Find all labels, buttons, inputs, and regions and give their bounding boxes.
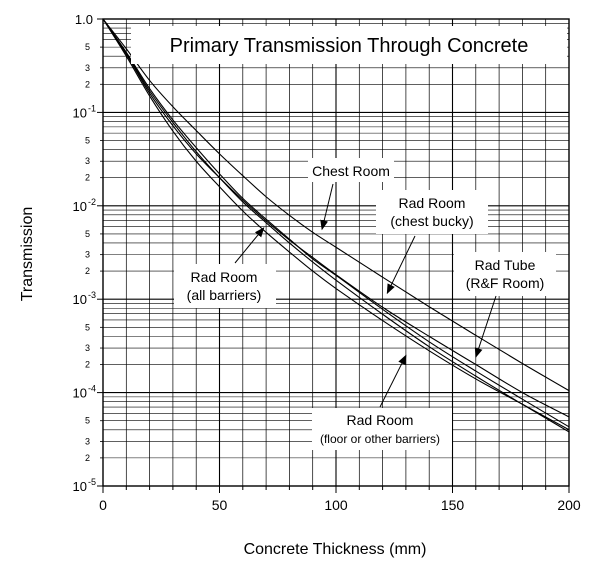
x-tick-label: 0 — [99, 497, 107, 513]
y-minor-tick-label: 2 — [85, 79, 90, 89]
annotation-label: Chest Room — [312, 163, 390, 179]
annotation-label: Rad Room — [399, 195, 466, 211]
series-line — [102, 18, 570, 428]
y-minor-tick-label: 5 — [85, 229, 90, 239]
y-minor-tick-label: 3 — [85, 156, 90, 166]
y-tick-label: 10 — [73, 105, 87, 120]
annotation-backdrop — [308, 158, 394, 182]
y-minor-tick-label: 5 — [85, 416, 90, 426]
annotation-label: (R&F Room) — [466, 275, 545, 291]
y-tick-label: 10 — [73, 292, 87, 307]
series-line — [102, 18, 570, 418]
y-tick-exponent: -5 — [88, 477, 96, 487]
y-tick-exponent: -2 — [88, 197, 96, 207]
annotation-arrow — [234, 227, 265, 264]
series-line — [102, 18, 570, 433]
y-tick-exponent: -4 — [88, 384, 96, 394]
annotation-label: (floor or other barriers) — [320, 432, 440, 446]
axis-ticks — [97, 18, 570, 493]
series-line — [102, 18, 570, 431]
y-minor-tick-label: 3 — [85, 343, 90, 353]
y-minor-tick-label: 3 — [85, 250, 90, 260]
annotation-arrow — [379, 354, 407, 408]
x-axis-title: Concrete Thickness (mm) — [244, 541, 427, 558]
annotation-label: Rad Room — [347, 412, 414, 428]
y-minor-tick-label: 3 — [85, 63, 90, 73]
x-tick-label: 100 — [324, 497, 348, 513]
y-tick-exponent: -3 — [88, 290, 96, 300]
y-minor-tick-label: 2 — [85, 359, 90, 369]
y-axis-title: Transmission — [19, 207, 36, 302]
y-tick-label: 10 — [73, 199, 87, 214]
annotation-arrow — [474, 295, 497, 359]
annotation-label: (all barriers) — [187, 287, 262, 303]
y-minor-tick-label: 2 — [85, 453, 90, 463]
chart-title: Primary Transmission Through Concrete — [170, 35, 529, 57]
annotation-arrow — [320, 183, 334, 231]
y-tick-label: 1.0 — [75, 12, 93, 27]
y-tick-label: 10 — [73, 479, 87, 494]
y-minor-tick-label: 5 — [85, 42, 90, 52]
annotation-backdrop — [454, 252, 556, 296]
y-minor-tick-label: 5 — [85, 136, 90, 146]
annotation-label: Rad Room — [191, 269, 258, 285]
x-tick-label: 200 — [557, 497, 581, 513]
series-lines — [102, 18, 570, 433]
title-box — [131, 26, 567, 64]
y-minor-tick-label: 3 — [85, 436, 90, 446]
x-tick-label: 150 — [441, 497, 465, 513]
annotations: Chest Room Rad Room (chest bucky) Rad Tube (… — [174, 158, 556, 450]
y-minor-tick-label: 2 — [85, 173, 90, 183]
annotation-backdrop — [174, 264, 276, 308]
annotation-backdrop — [312, 408, 452, 450]
annotation-label: (chest bucky) — [390, 213, 473, 229]
x-tick-label: 50 — [212, 497, 228, 513]
y-tick-label: 10 — [73, 386, 87, 401]
series-line — [102, 18, 570, 392]
y-tick-exponent: -1 — [88, 103, 96, 113]
annotation-label: Rad Tube — [475, 257, 536, 273]
y-minor-tick-label: 2 — [85, 266, 90, 276]
y-minor-tick-label: 5 — [85, 322, 90, 332]
annotation-backdrop — [376, 190, 488, 234]
annotation-arrow — [386, 235, 416, 295]
